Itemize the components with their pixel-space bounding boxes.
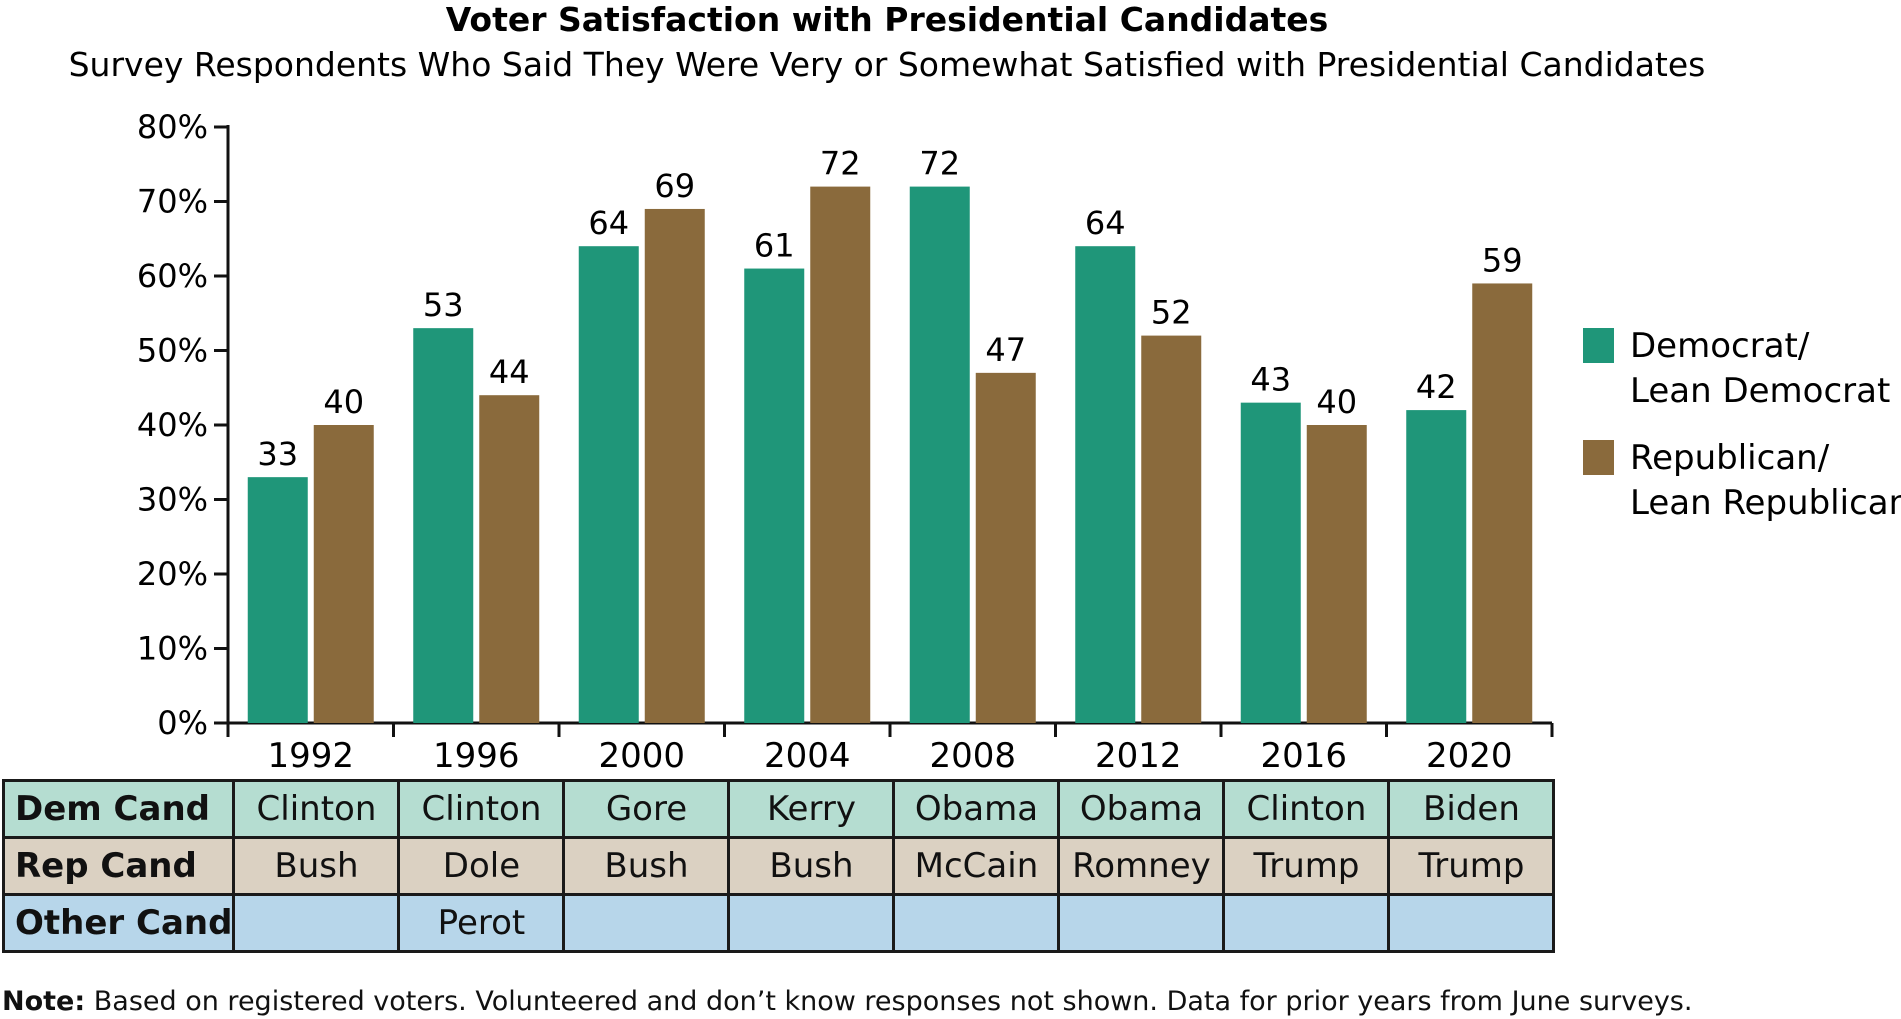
x-tick-label: 2016 xyxy=(1260,736,1347,776)
legend-label: Lean Democrat xyxy=(1630,371,1890,411)
row-header: Rep Cand xyxy=(1,836,236,896)
table-cell: Biden xyxy=(1387,779,1556,839)
note-label: Note: xyxy=(2,986,86,1017)
bar xyxy=(810,186,871,724)
table-cell xyxy=(892,893,1061,953)
data-label: 72 xyxy=(919,145,960,183)
bar xyxy=(313,425,374,723)
table-cell: Perot xyxy=(397,893,566,953)
legend-swatch xyxy=(1583,440,1614,475)
table-cell: Clinton xyxy=(1222,779,1391,839)
y-tick-label: 10% xyxy=(137,630,208,668)
table-row: Dem Cand Clinton Clinton Gore Kerry Obama Obam… xyxy=(1,779,1556,839)
data-label: 47 xyxy=(985,331,1026,369)
y-tick-label: 70% xyxy=(137,183,208,221)
bar xyxy=(1141,335,1202,723)
x-tick-label: 1992 xyxy=(267,736,354,776)
y-tick-label: 50% xyxy=(137,332,208,370)
axes: 0% 10% 20% 30% 40% 50% 60% 70% 80% 1992 1996 2000 20… xyxy=(137,108,1554,776)
bar xyxy=(1472,283,1533,723)
data-label: 42 xyxy=(1416,368,1457,406)
chart-title: Voter Satisfaction with Presidential Can… xyxy=(446,0,1329,39)
table-cell: Bush xyxy=(727,836,896,896)
bar xyxy=(975,372,1036,723)
y-tick-label: 20% xyxy=(137,555,208,593)
table-cell xyxy=(232,893,401,953)
data-label: 40 xyxy=(323,383,364,421)
x-tick-label: 2020 xyxy=(1426,736,1513,776)
legend: Democrat/Lean Democrat Republican/Lean Re… xyxy=(1583,326,1901,523)
row-header: Other Cand xyxy=(1,893,236,953)
legend-label: Lean Republican xyxy=(1630,483,1901,523)
bar xyxy=(1075,246,1136,723)
bar xyxy=(479,395,540,723)
table-cell: Clinton xyxy=(397,779,566,839)
y-tick-label: 0% xyxy=(157,704,208,742)
row-header: Dem Cand xyxy=(1,779,236,839)
footnote: Note: Based on registered voters. Volunt… xyxy=(2,986,1692,1017)
table-cell xyxy=(1222,893,1391,953)
y-tick-label: 80% xyxy=(137,108,208,146)
bar xyxy=(413,328,474,723)
table-cell: Bush xyxy=(562,836,731,896)
data-label: 64 xyxy=(1085,204,1126,242)
data-label: 40 xyxy=(1316,383,1357,421)
data-label: 69 xyxy=(654,167,695,205)
bars: 33 40 53 44 64 69 61 72 72 47 64 52 43 40 42 59 xyxy=(247,145,1533,724)
y-tick-label: 60% xyxy=(137,257,208,295)
data-label: 52 xyxy=(1151,294,1192,332)
x-tick-label: 2008 xyxy=(929,736,1016,776)
bar xyxy=(247,477,308,723)
legend-label: Democrat/ xyxy=(1630,326,1810,366)
x-tick-label: 2004 xyxy=(764,736,851,776)
bar xyxy=(1406,410,1467,723)
table-row: Rep Cand Bush Dole Bush Bush McCain Romney Trum… xyxy=(1,836,1556,896)
y-tick-label: 40% xyxy=(137,406,208,444)
table-cell: Obama xyxy=(1057,779,1226,839)
bar xyxy=(909,186,970,724)
chart-subtitle: Survey Respondents Who Said They Were Ve… xyxy=(69,45,1706,84)
y-tick-label: 30% xyxy=(137,481,208,519)
note-text: Based on registered voters. Volunteered … xyxy=(85,986,1693,1017)
data-label: 43 xyxy=(1250,361,1291,399)
bar xyxy=(578,246,639,723)
table-cell: Romney xyxy=(1057,836,1226,896)
data-label: 72 xyxy=(820,145,861,183)
table-cell: McCain xyxy=(892,836,1061,896)
table-cell: Obama xyxy=(892,779,1061,839)
table-cell: Gore xyxy=(562,779,731,839)
data-label: 61 xyxy=(754,227,795,265)
table-row: Other Cand Perot xyxy=(1,893,1556,953)
bar xyxy=(1306,425,1367,723)
x-tick-label: 2000 xyxy=(598,736,685,776)
data-label: 33 xyxy=(257,435,298,473)
data-label: 59 xyxy=(1482,241,1523,279)
table-cell: Kerry xyxy=(727,779,896,839)
table-cell: Clinton xyxy=(232,779,401,839)
table-cell xyxy=(1387,893,1556,953)
data-label: 44 xyxy=(489,353,530,391)
data-label: 64 xyxy=(588,204,629,242)
table-cell xyxy=(562,893,731,953)
table-cell: Dole xyxy=(397,836,566,896)
candidate-table: Dem Cand Clinton Clinton Gore Kerry Obama Obam… xyxy=(1,779,1556,953)
table-cell xyxy=(727,893,896,953)
legend-swatch xyxy=(1583,328,1614,363)
chart: Voter Satisfaction with Presidential Can… xyxy=(69,0,1901,776)
table-cell xyxy=(1057,893,1226,953)
x-tick-label: 1996 xyxy=(433,736,520,776)
table-cell: Trump xyxy=(1387,836,1556,896)
bar xyxy=(1240,402,1301,723)
data-label: 53 xyxy=(423,286,464,324)
bar xyxy=(744,268,805,723)
legend-label: Republican/ xyxy=(1630,438,1830,478)
x-tick-label: 2012 xyxy=(1095,736,1182,776)
table-cell: Trump xyxy=(1222,836,1391,896)
bar xyxy=(644,208,705,723)
table-cell: Bush xyxy=(232,836,401,896)
